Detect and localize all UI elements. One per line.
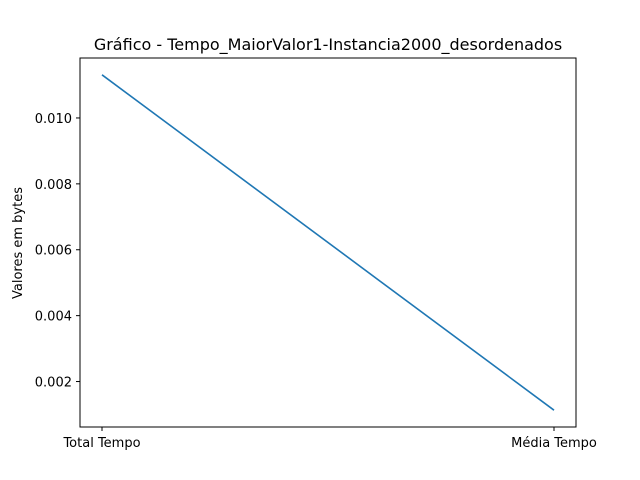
y-tick-label: 0.006 — [35, 244, 72, 259]
y-tick-label: 0.002 — [35, 376, 72, 391]
y-axis-title: Valores em bytes — [11, 187, 26, 299]
x-axis: Total Tempo Média Tempo — [62, 427, 597, 451]
x-tick-label: Média Tempo — [511, 436, 597, 451]
chart-title: Gráfico - Tempo_MaiorValor1-Instancia200… — [94, 35, 562, 55]
y-tick-label: 0.010 — [35, 112, 72, 127]
plot-series — [101, 74, 555, 411]
plot-frame — [79, 57, 577, 428]
y-tick-label: 0.004 — [35, 310, 72, 325]
y-axis: 0.002 0.004 0.006 0.008 0.010 — [35, 112, 80, 391]
series-line — [101, 74, 555, 411]
x-tick-label: Total Tempo — [62, 436, 140, 451]
y-tick-label: 0.008 — [35, 178, 72, 193]
